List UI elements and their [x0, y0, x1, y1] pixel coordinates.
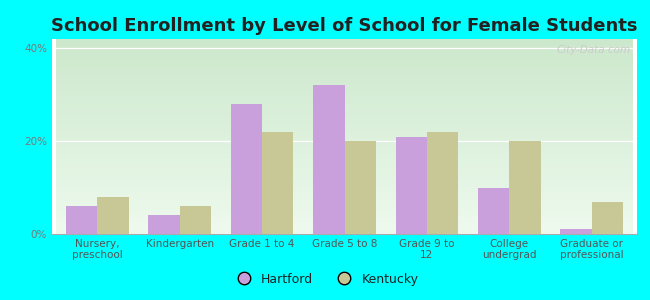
Bar: [396, 136, 427, 234]
Bar: [231, 104, 262, 234]
Bar: [427, 132, 458, 234]
Bar: [344, 141, 376, 234]
Bar: [592, 202, 623, 234]
Bar: [510, 141, 541, 234]
Bar: [179, 206, 211, 234]
Bar: [66, 206, 98, 234]
Bar: [262, 132, 293, 234]
Bar: [313, 85, 345, 234]
Bar: [560, 230, 592, 234]
Bar: [148, 215, 179, 234]
Bar: [478, 188, 510, 234]
Legend: Hartford, Kentucky: Hartford, Kentucky: [226, 268, 424, 291]
Text: City-Data.com: City-Data.com: [557, 45, 631, 55]
Bar: [98, 197, 129, 234]
Title: School Enrollment by Level of School for Female Students: School Enrollment by Level of School for…: [51, 17, 638, 35]
